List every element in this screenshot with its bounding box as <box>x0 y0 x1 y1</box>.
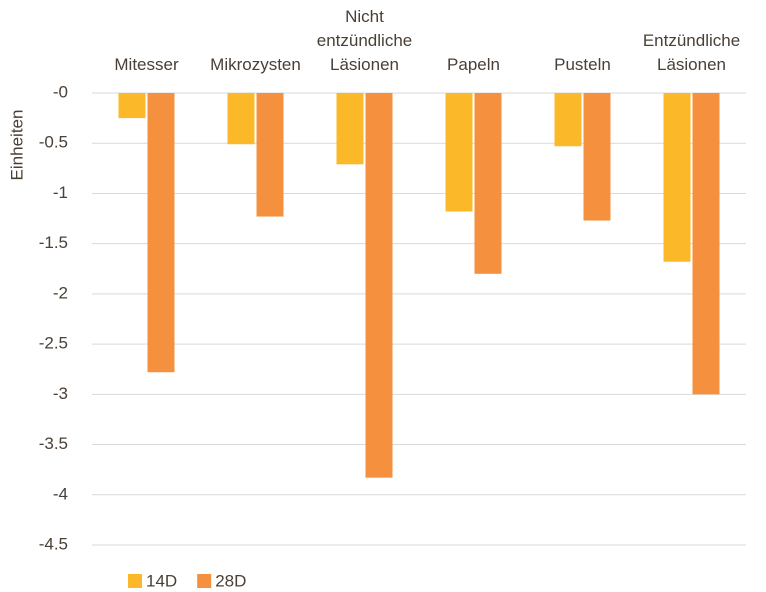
bar <box>663 93 691 262</box>
y-tick-label: -3 <box>53 384 68 403</box>
legend-swatch <box>197 574 212 588</box>
x-tick-label: Mikrozysten <box>210 55 301 74</box>
bar <box>365 93 393 478</box>
y-tick-label: -1 <box>53 183 68 202</box>
bar <box>583 93 611 221</box>
bar <box>692 93 720 395</box>
bar <box>147 93 175 373</box>
bar <box>445 93 473 212</box>
x-tick-label: Mitesser <box>114 55 179 74</box>
bar <box>227 93 255 145</box>
bar <box>474 93 502 274</box>
y-tick-label: -0.5 <box>39 133 68 152</box>
x-tick-label: Entzündliche Läsionen <box>643 31 740 74</box>
y-tick-label: -3.5 <box>39 434 68 453</box>
bar <box>118 93 146 119</box>
y-axis-label: Einheiten <box>7 110 26 181</box>
y-tick-label: -4 <box>53 484 68 503</box>
y-tick-label: -2.5 <box>39 334 68 353</box>
legend-label: 28D <box>215 571 246 590</box>
bar <box>256 93 284 217</box>
x-tick-label: Papeln <box>447 55 500 74</box>
x-tick-label: Nicht entzündliche Läsionen <box>317 7 412 74</box>
y-tick-label: -0 <box>53 82 68 101</box>
y-tick-label: -2 <box>53 283 68 302</box>
x-tick-label: Pusteln <box>554 55 611 74</box>
y-tick-label: -4.5 <box>39 534 68 553</box>
legend-swatch <box>128 574 142 588</box>
legend-label: 14D <box>146 571 177 590</box>
y-tick-label: -1.5 <box>39 233 68 252</box>
bar <box>554 93 582 147</box>
bar <box>336 93 364 165</box>
